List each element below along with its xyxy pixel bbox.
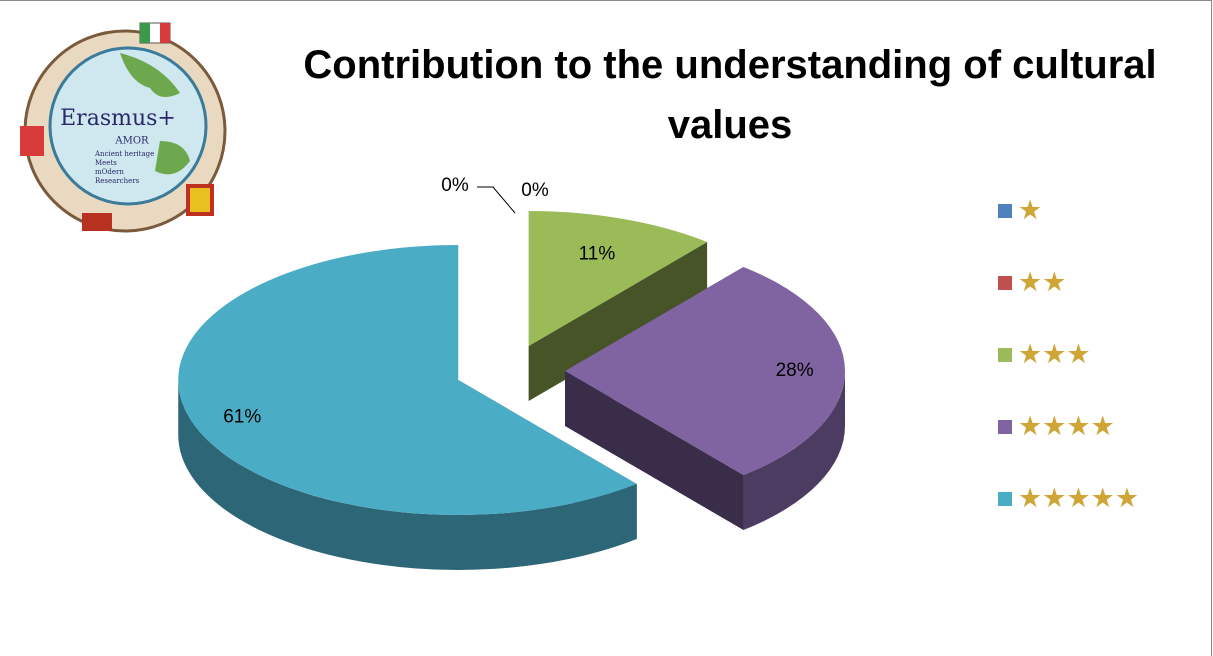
logo-line: mOdern	[95, 168, 124, 176]
legend-swatch	[998, 204, 1012, 218]
legend-label: ★★★★	[1018, 411, 1115, 441]
logo-line: Researchers	[95, 177, 140, 185]
slice-side	[178, 379, 637, 570]
chart-title: Contribution to the understanding of cul…	[303, 43, 1157, 147]
logo-line: Meets	[95, 159, 117, 167]
legend-label: ★	[1018, 195, 1042, 225]
slice-top	[528, 211, 708, 347]
logo-land	[120, 53, 180, 97]
legend-swatch	[998, 348, 1012, 362]
slice-wall	[528, 242, 708, 402]
data-label: 11%	[579, 244, 616, 265]
logo-flag	[140, 23, 150, 43]
logo-flag	[20, 126, 44, 156]
logo-flag	[186, 184, 214, 216]
logo-title: Erasmus+	[60, 106, 176, 131]
data-label: 0%	[441, 175, 469, 196]
logo: Erasmus+ AMOR Ancient heritage Meets mOd…	[20, 22, 227, 233]
logo-line: Ancient heritage	[94, 150, 154, 158]
slice-side	[743, 371, 845, 531]
slice-top	[565, 266, 845, 476]
logo-land	[155, 141, 190, 175]
slice-wall	[565, 371, 744, 531]
legend-swatch	[998, 276, 1012, 290]
data-label: 61%	[223, 406, 261, 427]
legend-label: ★★★★★	[1018, 483, 1139, 513]
logo-flag	[82, 213, 112, 231]
pie-slice	[528, 211, 708, 402]
legend-swatch	[998, 492, 1012, 506]
pie-slice	[565, 266, 845, 531]
legend-swatch	[998, 420, 1012, 434]
data-label: 28%	[776, 360, 814, 381]
slice-top	[178, 244, 637, 515]
data-label: 0%	[521, 180, 549, 201]
leader-line	[477, 186, 516, 214]
legend-label: ★★	[1018, 267, 1066, 297]
legend-label: ★★★	[1018, 339, 1091, 369]
logo-flag	[160, 23, 170, 43]
logo-subtitle: AMOR	[114, 136, 149, 147]
pie-slice	[178, 244, 637, 570]
